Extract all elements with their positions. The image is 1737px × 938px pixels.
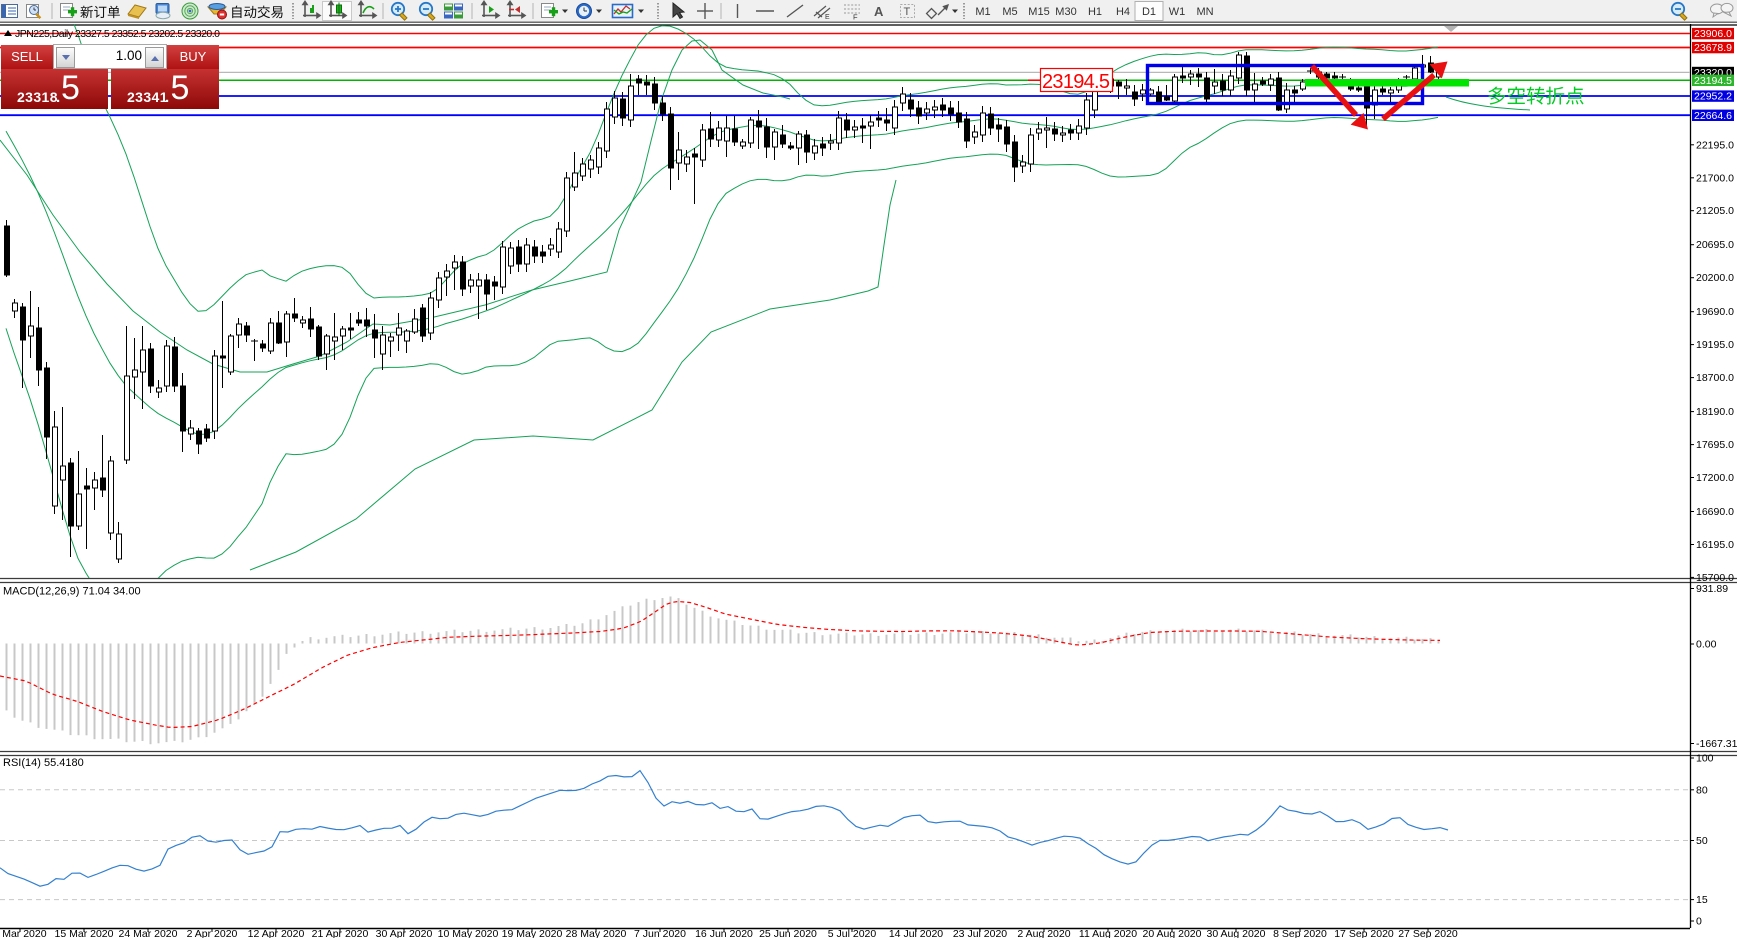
svg-text:15: 15 [1696, 894, 1708, 906]
svg-text:M30: M30 [1055, 6, 1076, 18]
svg-text:5 Jul 2020: 5 Jul 2020 [828, 928, 877, 938]
svg-text:0: 0 [1696, 916, 1702, 928]
svg-text:-1667.31: -1667.31 [1696, 738, 1737, 750]
svg-text:T: T [904, 6, 911, 18]
svg-text:28 May 2020: 28 May 2020 [566, 928, 627, 938]
svg-text:931.89: 931.89 [1696, 583, 1728, 595]
svg-text:17200.0: 17200.0 [1696, 472, 1734, 484]
svg-text:19 May 2020: 19 May 2020 [502, 928, 563, 938]
svg-text:27 Sep 2020: 27 Sep 2020 [1398, 928, 1458, 938]
svg-text:20 Aug 2020: 20 Aug 2020 [1143, 928, 1202, 938]
svg-text:MACD(12,26,9) 71.04 34.00: MACD(12,26,9) 71.04 34.00 [3, 586, 141, 598]
svg-text:7 Jun 2020: 7 Jun 2020 [634, 928, 686, 938]
svg-text:23194.5: 23194.5 [1042, 71, 1110, 93]
svg-text:W1: W1 [1169, 6, 1186, 18]
svg-text:14 Jul 2020: 14 Jul 2020 [889, 928, 943, 938]
svg-text:5 Mar 2020: 5 Mar 2020 [0, 928, 47, 938]
svg-text:JPN225,Daily 23327.5 23352.5 2: JPN225,Daily 23327.5 23352.5 23202.5 233… [15, 28, 220, 40]
svg-text:0.00: 0.00 [1696, 639, 1717, 651]
svg-text:M1: M1 [975, 6, 990, 18]
svg-text:22952.2: 22952.2 [1694, 91, 1732, 103]
svg-text:19195.0: 19195.0 [1696, 339, 1734, 351]
svg-text:19690.0: 19690.0 [1696, 306, 1734, 318]
svg-text:25 Jun 2020: 25 Jun 2020 [759, 928, 817, 938]
svg-text:23 Jul 2020: 23 Jul 2020 [953, 928, 1007, 938]
svg-text:23194.5: 23194.5 [1694, 75, 1732, 87]
svg-text:F: F [853, 13, 858, 22]
svg-text:12 Apr 2020: 12 Apr 2020 [248, 928, 305, 938]
svg-text:M15: M15 [1028, 6, 1049, 18]
svg-text:20695.0: 20695.0 [1696, 239, 1734, 251]
svg-text:20200.0: 20200.0 [1696, 272, 1734, 284]
svg-text:D1: D1 [1142, 6, 1156, 18]
svg-text:10 May 2020: 10 May 2020 [438, 928, 499, 938]
svg-text:15 Mar 2020: 15 Mar 2020 [55, 928, 114, 938]
svg-text:21205.0: 21205.0 [1696, 205, 1734, 217]
svg-text:23678.9: 23678.9 [1694, 42, 1732, 54]
svg-text:30 Aug 2020: 30 Aug 2020 [1207, 928, 1266, 938]
svg-text:RSI(14) 55.4180: RSI(14) 55.4180 [3, 757, 84, 769]
svg-text:30 Apr 2020: 30 Apr 2020 [376, 928, 433, 938]
svg-text:24 Mar 2020: 24 Mar 2020 [119, 928, 178, 938]
svg-text:MN: MN [1196, 6, 1213, 18]
svg-text:16 Jun 2020: 16 Jun 2020 [695, 928, 753, 938]
svg-text:11 Aug 2020: 11 Aug 2020 [1079, 928, 1137, 938]
svg-text:A: A [874, 4, 884, 19]
svg-text:17 Sep 2020: 17 Sep 2020 [1334, 928, 1394, 938]
svg-text:18700.0: 18700.0 [1696, 372, 1734, 384]
svg-text:2 Apr 2020: 2 Apr 2020 [187, 928, 238, 938]
svg-text:17695.0: 17695.0 [1696, 439, 1734, 451]
svg-text:H4: H4 [1116, 6, 1130, 18]
svg-text:16195.0: 16195.0 [1696, 539, 1734, 551]
svg-text:100: 100 [1696, 753, 1714, 765]
svg-text:2 Aug 2020: 2 Aug 2020 [1017, 928, 1070, 938]
svg-text:22195.0: 22195.0 [1696, 139, 1734, 151]
svg-text:80: 80 [1696, 784, 1708, 796]
svg-text:15700.0: 15700.0 [1696, 572, 1734, 584]
svg-text:8 Sep 2020: 8 Sep 2020 [1273, 928, 1327, 938]
svg-text:21700.0: 21700.0 [1696, 172, 1734, 184]
svg-text:23906.0: 23906.0 [1694, 28, 1732, 40]
svg-text:21 Apr 2020: 21 Apr 2020 [312, 928, 369, 938]
svg-text:50: 50 [1696, 835, 1708, 847]
svg-text:16690.0: 16690.0 [1696, 506, 1734, 518]
svg-text:18190.0: 18190.0 [1696, 406, 1734, 418]
svg-text:M5: M5 [1002, 6, 1017, 18]
svg-text:22664.6: 22664.6 [1694, 110, 1732, 122]
svg-text:E: E [825, 14, 830, 21]
svg-text:H1: H1 [1088, 6, 1102, 18]
